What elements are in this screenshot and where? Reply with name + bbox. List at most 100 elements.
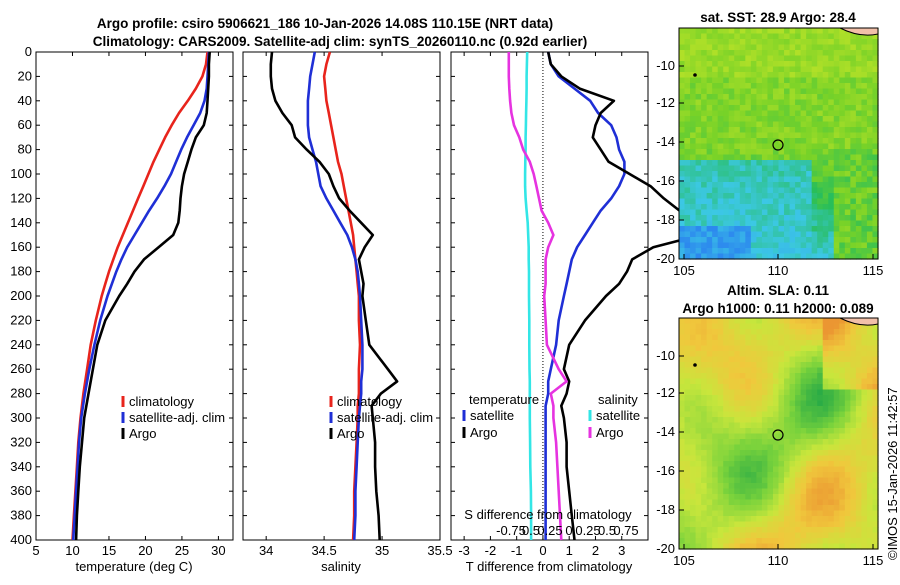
map-cell bbox=[817, 149, 824, 156]
map-cell bbox=[806, 33, 813, 40]
map-cell bbox=[866, 121, 874, 128]
map-cell bbox=[778, 143, 785, 150]
map-cell bbox=[861, 505, 868, 512]
map-cell bbox=[761, 28, 769, 35]
map-cell bbox=[745, 521, 752, 528]
map-cell bbox=[795, 406, 802, 413]
map-cell bbox=[833, 110, 840, 117]
map-cell bbox=[839, 521, 846, 528]
map-cell bbox=[701, 461, 708, 468]
map-cell bbox=[756, 182, 763, 189]
map-cell bbox=[866, 149, 874, 156]
map-cell bbox=[739, 77, 746, 84]
map-x-tick-label: 115 bbox=[863, 553, 884, 568]
map-cell bbox=[756, 187, 763, 194]
map-cell bbox=[833, 50, 840, 57]
temp-argo-line bbox=[74, 51, 211, 541]
map-cell bbox=[756, 395, 763, 402]
map-cell bbox=[761, 466, 769, 473]
map-cell bbox=[723, 499, 730, 506]
map-cell bbox=[701, 160, 708, 167]
map-cell bbox=[828, 39, 835, 46]
map-cell bbox=[778, 417, 785, 424]
map-cell bbox=[828, 215, 835, 222]
map-cell bbox=[811, 373, 818, 380]
map-cell bbox=[745, 116, 752, 123]
map-cell bbox=[855, 334, 863, 341]
map-cell bbox=[800, 88, 807, 95]
map-cell bbox=[861, 44, 868, 51]
map-cell bbox=[778, 367, 785, 374]
map-cell bbox=[861, 411, 868, 418]
map-cell bbox=[866, 367, 874, 374]
map-cell bbox=[761, 543, 769, 550]
map-cell bbox=[734, 345, 741, 352]
map-cell bbox=[739, 483, 746, 490]
map-cell bbox=[795, 356, 802, 363]
map-cell bbox=[811, 248, 818, 255]
map-cell bbox=[690, 231, 697, 238]
map-cell bbox=[872, 362, 879, 369]
map-cell bbox=[717, 231, 724, 238]
map-cell bbox=[844, 231, 851, 238]
map-cell bbox=[800, 66, 807, 73]
map-cell bbox=[778, 171, 785, 178]
map-cell bbox=[850, 171, 857, 178]
map-cell bbox=[767, 494, 774, 501]
map-cell bbox=[844, 455, 851, 462]
map-cell bbox=[723, 510, 730, 517]
map-cell bbox=[872, 510, 879, 517]
map-cell bbox=[806, 384, 813, 391]
map-cell bbox=[844, 242, 851, 249]
map-cell bbox=[855, 406, 863, 413]
map-cell bbox=[739, 127, 746, 134]
map-cell bbox=[833, 340, 840, 347]
map-cell bbox=[861, 83, 868, 90]
map-cell bbox=[712, 39, 719, 46]
map-cell bbox=[761, 395, 769, 402]
y-tick-label: 160 bbox=[10, 239, 32, 254]
map-cell bbox=[789, 334, 796, 341]
map-cell bbox=[861, 488, 868, 495]
map-cell bbox=[778, 253, 785, 260]
map-cell bbox=[778, 39, 785, 46]
map-cell bbox=[756, 483, 763, 490]
map-cell bbox=[778, 323, 785, 330]
map-cell bbox=[761, 532, 769, 539]
map-cell bbox=[822, 242, 829, 249]
map-cell bbox=[872, 400, 879, 407]
map-cell bbox=[795, 455, 802, 462]
map-cell bbox=[806, 215, 813, 222]
map-cell bbox=[850, 378, 857, 385]
map-cell bbox=[734, 428, 741, 435]
map-cell bbox=[784, 143, 791, 150]
map-cell bbox=[690, 248, 697, 255]
map-cell bbox=[866, 532, 874, 539]
map-cell bbox=[822, 477, 829, 484]
map-cell bbox=[712, 505, 719, 512]
map-cell bbox=[822, 248, 829, 255]
map-cell bbox=[712, 351, 719, 358]
map-cell bbox=[679, 198, 686, 205]
map-cell bbox=[706, 472, 713, 479]
map-cell bbox=[784, 466, 791, 473]
map-cell bbox=[701, 351, 708, 358]
map-cell bbox=[690, 323, 697, 330]
map-cell bbox=[701, 99, 708, 106]
map-cell bbox=[767, 66, 774, 73]
map-cell bbox=[739, 340, 746, 347]
map-cell bbox=[690, 543, 697, 550]
legend-label-sal-satellite: satellite bbox=[596, 408, 640, 423]
map-cell bbox=[789, 411, 796, 418]
map-cell bbox=[872, 127, 879, 134]
s-axis-tick-label: 0.5 bbox=[598, 523, 616, 538]
map-cell bbox=[872, 149, 879, 156]
map-cell bbox=[872, 253, 879, 260]
map-cell bbox=[811, 237, 818, 244]
map-cell bbox=[684, 543, 691, 550]
y-tick-label: 300 bbox=[10, 410, 32, 425]
map-cell bbox=[695, 116, 702, 123]
map-cell bbox=[839, 345, 846, 352]
map-cell bbox=[817, 143, 824, 150]
map-cell bbox=[855, 400, 863, 407]
